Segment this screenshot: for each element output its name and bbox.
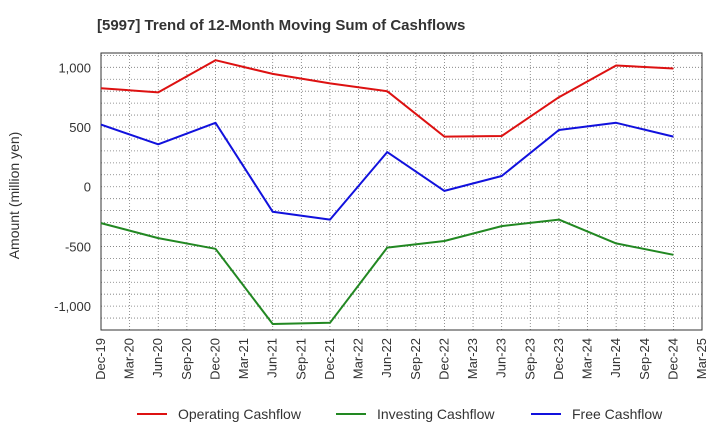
- x-tick-label: Mar-20: [122, 338, 137, 379]
- x-tick-label: Mar-23: [465, 338, 480, 379]
- x-tick-label: Sep-21: [293, 338, 308, 380]
- chart-title: [5997] Trend of 12-Month Moving Sum of C…: [97, 17, 465, 34]
- y-axis-label: Amount (million yen): [6, 132, 22, 260]
- x-tick-label: Jun-20: [150, 338, 165, 378]
- grid: [101, 53, 702, 330]
- y-tick-label: -500: [65, 239, 91, 254]
- x-tick-label: Dec-24: [665, 338, 680, 380]
- plot-frame: [100, 52, 703, 331]
- x-tick-label: Jun-22: [379, 338, 394, 378]
- series-line-free-cashflow: [100, 121, 674, 221]
- legend-label: Investing Cashflow: [377, 406, 495, 422]
- series-line-operating-cashflow: [100, 59, 674, 138]
- x-tick-label: Jun-21: [265, 338, 280, 378]
- y-tick-label: -1,000: [54, 299, 91, 314]
- legend: Operating Cashflow Investing Cashflow Free…: [137, 406, 663, 422]
- series-lines: [100, 59, 674, 325]
- x-tick-label: Sep-23: [522, 338, 537, 380]
- x-tick-label: Sep-24: [637, 338, 652, 380]
- x-tick-label: Dec-19: [93, 338, 108, 380]
- y-tick-label: 0: [84, 180, 91, 195]
- x-tick-label: Jun-23: [494, 338, 509, 378]
- x-tick-label: Sep-20: [179, 338, 194, 380]
- x-tick-label: Dec-22: [436, 338, 451, 380]
- y-tick-label: 1,000: [58, 60, 91, 75]
- x-tick-label: Mar-22: [351, 338, 366, 379]
- x-tick-label: Sep-22: [408, 338, 423, 380]
- x-tick-label: Mar-24: [580, 338, 595, 379]
- x-tick-label: Mar-21: [236, 338, 251, 379]
- legend-label: Operating Cashflow: [178, 406, 302, 422]
- x-tick-label: Dec-20: [207, 338, 222, 380]
- x-tick-label: Dec-21: [322, 338, 337, 380]
- x-tick-label: Jun-24: [608, 338, 623, 378]
- series-line-investing-cashflow: [100, 218, 674, 325]
- x-tick-label: Mar-25: [694, 338, 709, 379]
- y-tick-label: 500: [69, 120, 91, 135]
- legend-label: Free Cashflow: [572, 406, 663, 422]
- x-tick-label: Dec-23: [551, 338, 566, 380]
- axes: Dec-19 Mar-20 Jun-20 Sep-20 Dec-20 Mar-21 Jun-…: [6, 52, 709, 380]
